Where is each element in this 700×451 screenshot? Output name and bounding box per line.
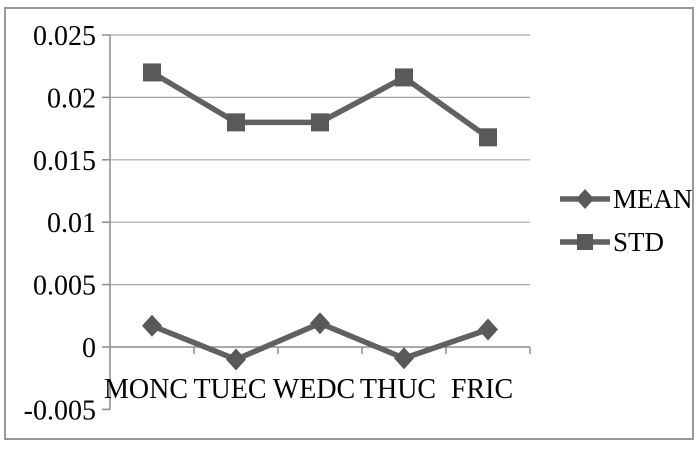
mean-diamond-marker-icon xyxy=(560,189,610,209)
svg-text:MONC: MONC xyxy=(104,374,188,405)
std-square-marker-icon xyxy=(560,234,610,250)
chart-legend: MEAN STD xyxy=(558,184,693,257)
legend-label-std: STD xyxy=(613,227,665,257)
svg-text:0.025: 0.025 xyxy=(33,21,96,52)
svg-text:-0.005: -0.005 xyxy=(24,395,96,426)
svg-text:0.015: 0.015 xyxy=(33,146,96,177)
svg-text:0.005: 0.005 xyxy=(33,271,96,302)
legend-item-std: STD xyxy=(558,227,693,257)
svg-text:THUC: THUC xyxy=(360,374,436,405)
svg-text:0: 0 xyxy=(82,333,96,364)
svg-text:0.02: 0.02 xyxy=(47,83,96,114)
svg-text:TUEC: TUEC xyxy=(193,374,266,405)
legend-item-mean: MEAN xyxy=(558,184,693,214)
legend-label-mean: MEAN xyxy=(613,184,693,214)
svg-text:FRIC: FRIC xyxy=(451,374,513,405)
svg-text:0.01: 0.01 xyxy=(47,208,96,239)
svg-text:WEDC: WEDC xyxy=(273,374,355,405)
